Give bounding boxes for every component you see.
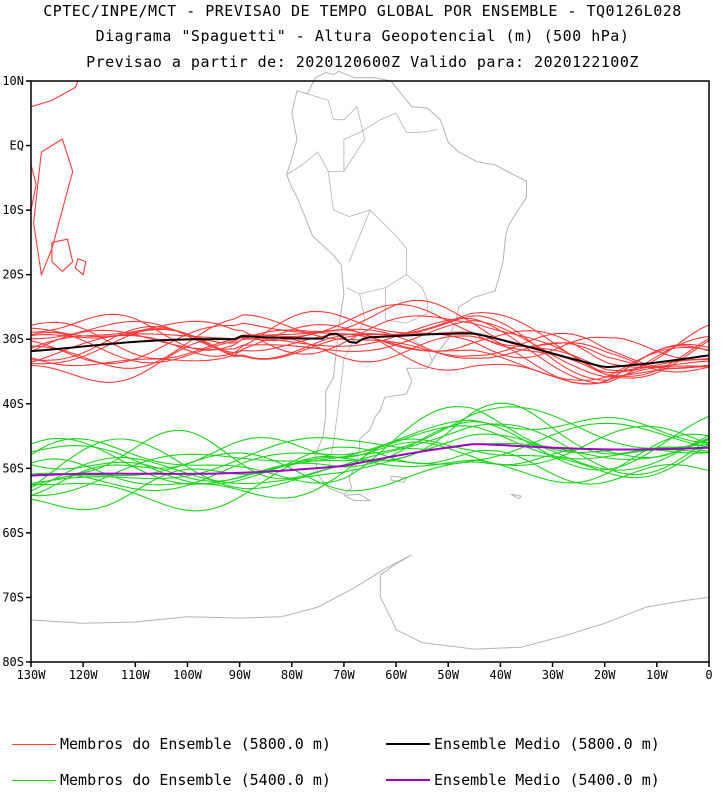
country-border — [327, 112, 407, 295]
lon-tick-label: 0 — [705, 668, 712, 682]
coastline-south-georgia — [510, 493, 523, 500]
member-contour-5800 — [74, 257, 87, 276]
member-contour-5800 — [51, 238, 74, 273]
member-line-5400 — [30, 415, 710, 485]
lon-tick-label: 60W — [385, 668, 407, 682]
legend-label-members-5800: Membros do Ensemble (5800.0 m) — [60, 735, 331, 753]
lat-tick-label: 10S — [2, 203, 24, 217]
legend-label-members-5400: Membros do Ensemble (5400.0 m) — [60, 771, 331, 789]
member-line-5800 — [30, 317, 710, 384]
member-line-5400 — [30, 446, 710, 511]
lon-tick-label: 10W — [646, 668, 668, 682]
coastline-south-america — [286, 70, 527, 495]
member-line-5800 — [30, 328, 710, 369]
lon-tick-label: 20W — [594, 668, 616, 682]
ensemble-mean-5400 — [30, 443, 710, 477]
legend-mean-5800: Ensemble Medio (5800.0 m) — [386, 735, 660, 753]
country-border — [286, 151, 329, 175]
ensemble-mean-lines — [30, 332, 710, 477]
legend-mean-5400: Ensemble Medio (5400.0 m) — [386, 771, 660, 789]
lat-tick-label: 30S — [2, 332, 24, 346]
member-line-5800 — [30, 314, 710, 369]
lat-tick-label: 40S — [2, 397, 24, 411]
member-line-5400 — [30, 435, 710, 497]
coastlines — [30, 70, 710, 650]
legend-swatch-members-5800 — [12, 743, 56, 745]
lat-tick-label: 80S — [2, 655, 24, 669]
legend-swatch-mean-5400 — [386, 779, 430, 781]
lon-tick-label: 120W — [69, 668, 99, 682]
member-line-5800 — [30, 326, 710, 373]
map-frame — [30, 80, 710, 663]
member-line-5400 — [30, 433, 710, 512]
coastline-antarctica — [30, 554, 710, 650]
legend-members-5800: Membros do Ensemble (5800.0 m) — [12, 735, 331, 753]
lat-tick-label: 60S — [2, 526, 24, 540]
member-line-5800 — [30, 315, 710, 381]
lon-tick-label: 130W — [17, 668, 47, 682]
members-5400-lines — [30, 402, 710, 512]
member-line-5400 — [30, 422, 710, 497]
lat-tick-label: 20S — [2, 268, 24, 282]
lon-tick-label: 40W — [490, 668, 512, 682]
legend-swatch-mean-5800 — [386, 743, 430, 745]
ensemble-mean-5800 — [30, 332, 710, 369]
country-border — [327, 287, 366, 469]
lon-tick-label: 110W — [121, 668, 151, 682]
member-contour-5800 — [30, 80, 79, 108]
country-border — [348, 209, 371, 262]
lon-tick-label: 80W — [281, 668, 303, 682]
title-line-1: CPTEC/INPE/MCT - PREVISAO DE TEMPO GLOBA… — [43, 2, 682, 20]
member-line-5400 — [30, 437, 710, 484]
coastline-tierra-del-fuego — [343, 493, 372, 502]
lon-tick-label: 50W — [437, 668, 459, 682]
lon-tick-label: 90W — [229, 668, 251, 682]
lon-tick-label: 70W — [333, 668, 355, 682]
title-line-3: Previsao a partir de: 2020120600Z Valido… — [86, 53, 639, 71]
member-line-5400 — [30, 406, 710, 484]
member-contour-5800 — [30, 164, 37, 211]
country-border — [385, 274, 428, 324]
legend-label-mean-5400: Ensemble Medio (5400.0 m) — [434, 771, 660, 789]
member-line-5400 — [30, 406, 710, 485]
lat-tick-label: 70S — [2, 590, 24, 604]
member-line-5400 — [30, 433, 710, 492]
member-line-5800 — [30, 320, 710, 378]
member-line-5400 — [30, 402, 710, 480]
member-line-5800 — [30, 303, 710, 377]
coastline-falklands — [390, 475, 408, 484]
lon-tick-label: 100W — [173, 668, 203, 682]
member-line-5400 — [30, 425, 710, 492]
legend-label-mean-5800: Ensemble Medio (5800.0 m) — [434, 735, 660, 753]
lon-tick-label: 30W — [542, 668, 564, 682]
lat-tick-label: 10N — [2, 74, 24, 88]
lat-tick-label: 50S — [2, 461, 24, 475]
country-border — [307, 93, 366, 172]
country-border — [395, 113, 438, 133]
member-contour-5800 — [33, 138, 74, 277]
member-line-5400 — [30, 423, 710, 490]
member-line-5800 — [30, 315, 710, 379]
legend-swatch-members-5400 — [12, 779, 56, 781]
lat-tick-label: EQ — [10, 139, 24, 153]
title-line-2: Diagrama "Spaguetti" - Altura Geopotenci… — [95, 27, 630, 45]
legend-members-5400: Membros do Ensemble (5400.0 m) — [12, 771, 331, 789]
